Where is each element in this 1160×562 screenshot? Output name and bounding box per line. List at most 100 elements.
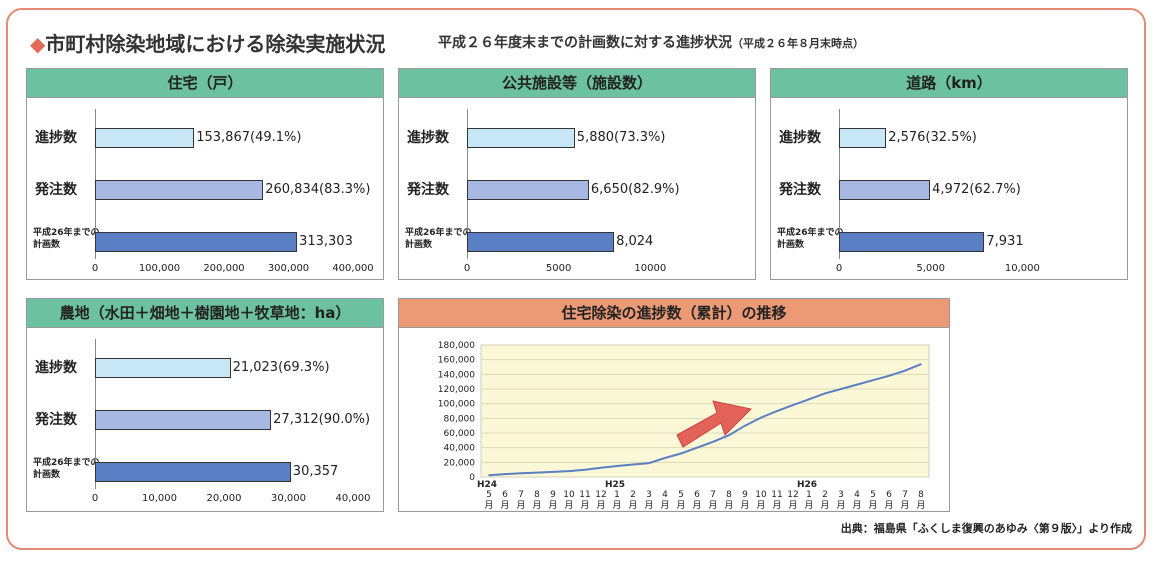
x-tick-label: 12 (787, 490, 798, 500)
series-line (488, 363, 922, 477)
x-tick-label: 0 (91, 493, 99, 504)
bar-value-label: 30,357 (292, 464, 339, 479)
planned-bar (95, 232, 298, 252)
x-tick-label: 5,000 (916, 263, 945, 274)
trend-arrow (676, 400, 753, 448)
x-tick-unit: 月 (884, 500, 893, 511)
row-label: 発注数 (35, 412, 77, 428)
y-tick-label: 100,000 (438, 400, 475, 410)
data-point (856, 383, 858, 386)
x-tick-label: 7 (710, 490, 716, 500)
planned-bar (95, 462, 291, 482)
ordered-bar (467, 180, 589, 200)
data-point (664, 457, 666, 459)
bar-value-label: 5,880(73.3%) (576, 130, 666, 145)
subtitle-note: （平成２６年８月末時点） (732, 37, 864, 50)
x-tick-unit: 月 (484, 500, 493, 511)
x-tick-unit: 月 (756, 500, 765, 511)
x-tick-label: 6 (886, 490, 892, 500)
row-label: 発注数 (407, 182, 449, 198)
x-tick-unit: 月 (516, 500, 525, 511)
x-tick-unit: 月 (676, 500, 685, 511)
data-point (744, 424, 746, 427)
x-tick-label: 7 (902, 490, 908, 500)
bar-value-label: 153,867(49.1%) (196, 130, 302, 145)
data-point (584, 468, 586, 471)
row-label-planned: 平成26年までの 計画数 (33, 228, 100, 250)
ordered-bar (95, 410, 272, 430)
bar-value-label: 2,576(32.5%) (888, 130, 977, 145)
x-tick-label: 3 (646, 490, 652, 500)
x-tick-unit: 月 (916, 500, 925, 511)
data-point (568, 470, 570, 472)
x-tick-label: 1 (614, 490, 620, 500)
x-tick-unit: 月 (532, 500, 541, 511)
x-tick-label: 8 (534, 490, 540, 500)
x-tick-unit: 月 (740, 500, 749, 511)
x-tick-label: 6 (502, 490, 508, 500)
data-point (616, 465, 618, 467)
year-label: H25 (605, 480, 625, 490)
planned-bar (839, 232, 985, 252)
x-tick-label: 100,000 (138, 263, 181, 274)
data-point (520, 472, 522, 475)
y-tick-label: 60,000 (444, 429, 476, 439)
x-tick-unit: 月 (724, 500, 733, 511)
y-tick-label: 40,000 (444, 444, 476, 454)
data-point (680, 452, 682, 455)
x-tick-unit: 月 (660, 500, 669, 511)
bar-value-label: 8,024 (616, 234, 654, 249)
panel-title: 住宅（戸） (27, 69, 383, 98)
x-tick-unit: 月 (900, 500, 909, 511)
data-point (504, 473, 506, 475)
data-point (712, 441, 714, 443)
x-tick-unit: 月 (820, 500, 829, 511)
housing-panel: 住宅（戸） 進捗数 発注数 平成26年までの 計画数 153,867(49.1%) 260… (26, 68, 384, 280)
y-tick-label: 0 (469, 473, 475, 483)
y-tick-label: 20,000 (444, 458, 476, 468)
panel-title: 公共施設等（施設数） (399, 69, 755, 98)
x-tick-label: 1 (806, 490, 812, 500)
row-label: 進捗数 (35, 130, 77, 146)
bar-value-label: 4,972(62.7%) (932, 182, 1021, 197)
data-point (792, 404, 794, 406)
data-point (808, 398, 810, 401)
data-point (648, 462, 650, 464)
x-tick-label: 4 (662, 490, 668, 500)
data-point (696, 446, 698, 449)
housing-trend-panel: 住宅除染の進捗数（累計）の推移 0 20,000 40,000 60,000 80,00… (398, 298, 950, 512)
x-tick-label: 11 (579, 490, 590, 500)
progress-bar (467, 128, 575, 148)
x-tick-unit: 月 (788, 500, 797, 511)
source-note: 出典：福島県「ふくしま復興のあゆみ〈第９版〉」より作成 (840, 522, 1132, 535)
year-label: H24 (477, 480, 497, 490)
x-tick-label: 2 (630, 490, 636, 500)
row-label: 進捗数 (35, 360, 77, 376)
data-point (536, 471, 538, 474)
x-tick-label: 200,000 (203, 263, 245, 274)
y-tick-label: 180,000 (438, 341, 475, 351)
row-label: 発注数 (35, 182, 77, 198)
progress-bar (839, 128, 887, 148)
ordered-bar (95, 180, 264, 200)
panel-title: 農地（水田＋畑地＋樹園地＋牧草地：ha） (27, 299, 383, 328)
x-tick-label: 20,000 (206, 493, 242, 504)
roads-panel: 道路（km） 進捗数 発注数 平成26年までの 計画数 2,576(32.5%) 4,97… (770, 68, 1128, 280)
bar-value-label: 7,931 (986, 234, 1024, 249)
data-point (632, 463, 634, 466)
row-label-planned: 平成26年までの 計画数 (405, 228, 472, 250)
data-point (488, 474, 490, 476)
data-point (888, 375, 890, 377)
x-tick-unit: 月 (596, 500, 605, 511)
row-label: 進捗数 (779, 130, 821, 146)
data-point (904, 369, 906, 372)
x-tick-label: 9 (742, 490, 748, 500)
x-tick-label: 8 (726, 490, 732, 500)
x-tick-unit: 月 (612, 500, 621, 511)
x-tick-label: 30,000 (271, 493, 306, 504)
x-tick-label: 10 (755, 490, 767, 500)
x-tick-label: 5 (678, 490, 684, 500)
x-tick-label: 400,000 (332, 263, 374, 274)
x-tick-unit: 月 (708, 500, 717, 511)
plot-area (480, 344, 930, 478)
